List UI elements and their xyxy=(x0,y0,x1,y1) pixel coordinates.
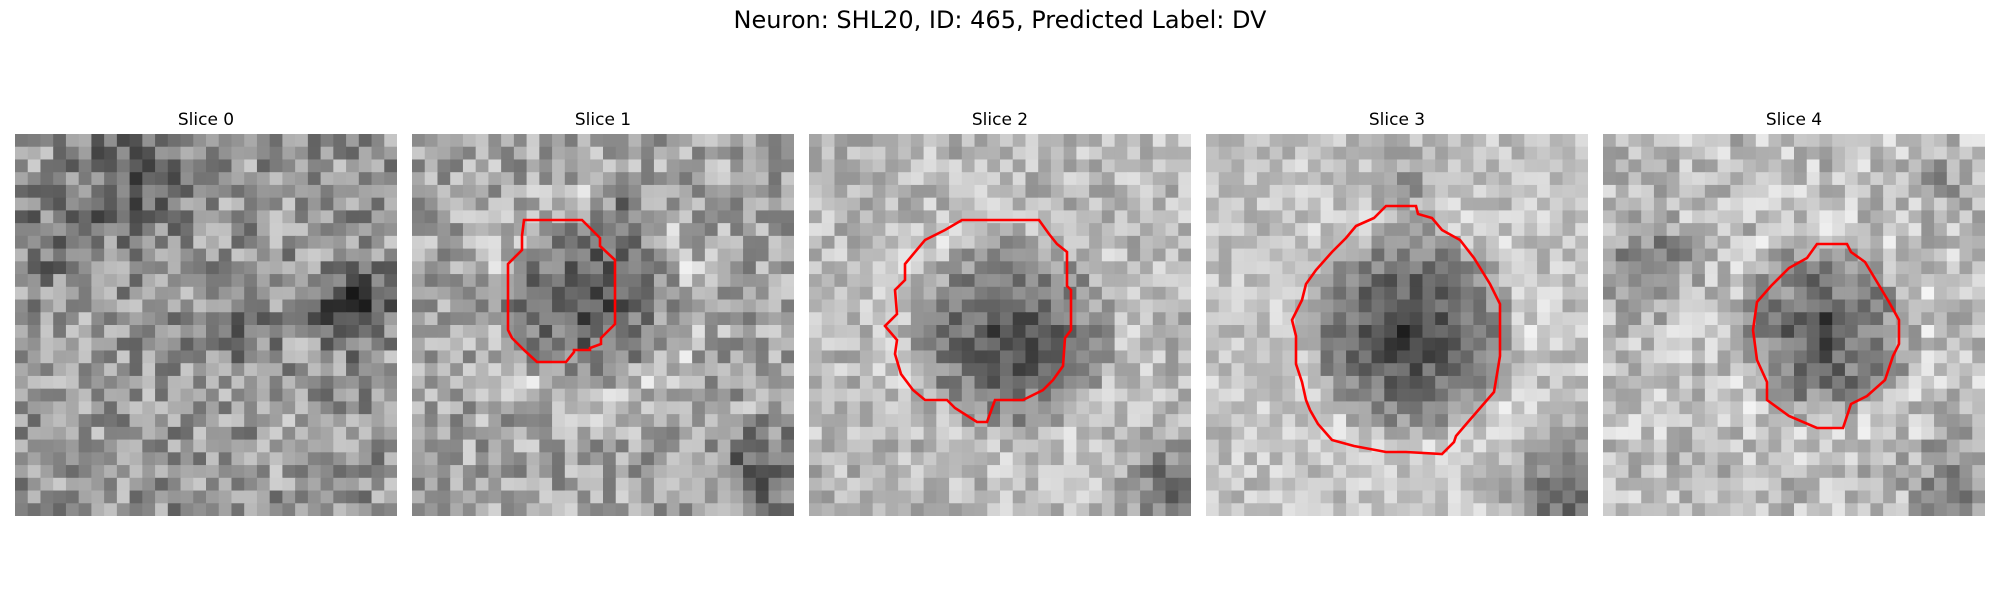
cell-contour xyxy=(1751,242,1901,430)
cell-contour xyxy=(506,218,617,364)
slice-image xyxy=(809,134,1191,516)
slice-image xyxy=(1206,134,1588,516)
slice-title: Slice 0 xyxy=(177,110,235,130)
cell-contour xyxy=(1290,204,1502,456)
cell-contour xyxy=(883,218,1073,424)
slice-panel-1: Slice 1 xyxy=(412,106,794,516)
slice-image xyxy=(1603,134,1985,516)
slice-image xyxy=(15,134,397,516)
slice-image xyxy=(412,134,794,516)
slice-title: Slice 1 xyxy=(574,110,632,130)
slice-panel-3: Slice 3 xyxy=(1206,106,1588,516)
figure-title: Neuron: SHL20, ID: 465, Predicted Label:… xyxy=(733,6,1267,34)
slice-title: Slice 3 xyxy=(1368,110,1426,130)
slice-panel-2: Slice 2 xyxy=(809,106,1191,516)
slice-panel-0: Slice 0 xyxy=(15,106,397,516)
slice-panel-4: Slice 4 xyxy=(1603,106,1985,516)
slice-title: Slice 4 xyxy=(1765,110,1823,130)
slice-title: Slice 2 xyxy=(971,110,1029,130)
